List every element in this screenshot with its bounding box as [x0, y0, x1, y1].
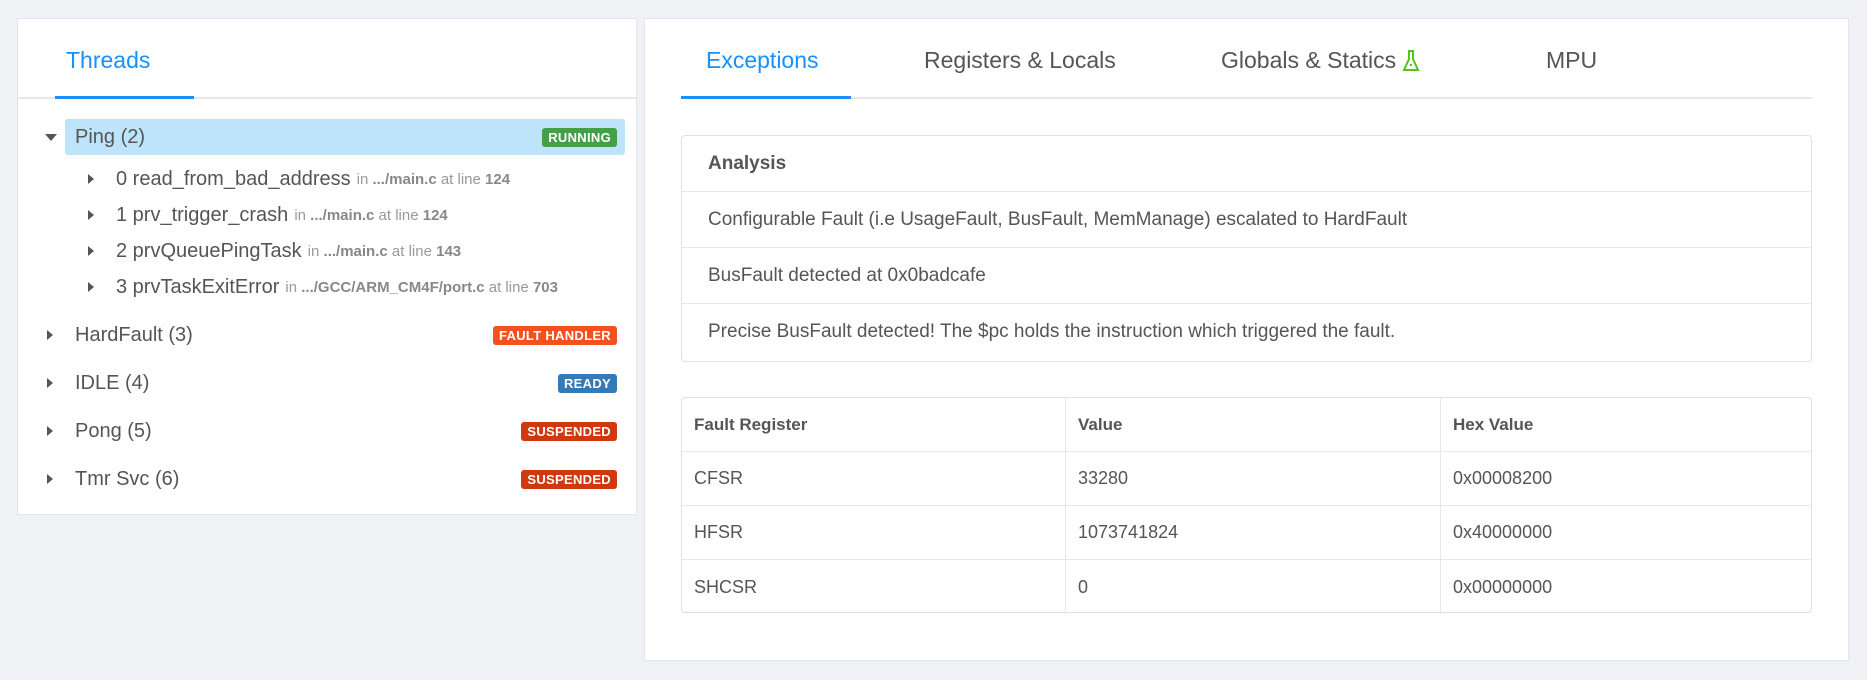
table-row: HFSR 1073741824 0x40000000: [682, 506, 1811, 560]
thread-row[interactable]: Tmr Svc (6) SUSPENDED: [47, 461, 625, 497]
frame-at: at line: [391, 242, 432, 260]
frame-line: 143: [436, 242, 462, 260]
frame-line: 703: [532, 278, 558, 296]
caret-right-icon[interactable]: [47, 474, 53, 484]
status-badge: READY: [557, 373, 617, 393]
thread-name: Tmr Svc (6): [75, 467, 180, 490]
analysis-title: Analysis: [682, 136, 1811, 192]
frame-location: in .../main.c at line 124: [294, 207, 447, 224]
fault-register-table: Fault Register Value Hex Value CFSR 33280…: [681, 397, 1812, 614]
caret-right-icon[interactable]: [88, 282, 94, 292]
threads-panel: Threads Ping (2) RUNNING 0 read_from_bad_a…: [17, 18, 637, 515]
thread-row[interactable]: IDLE (4) READY: [47, 365, 625, 401]
stack-frame[interactable]: 2 prvQueuePingTask in .../main.c at line …: [88, 233, 461, 269]
caret-down-icon[interactable]: [45, 134, 57, 141]
table-header: Fault Register Value Hex Value: [682, 398, 1811, 452]
analysis-item: BusFault detected at 0x0badcafe: [682, 248, 1811, 304]
frame-function: 1 prv_trigger_crash: [116, 203, 289, 226]
frame-in: in: [356, 170, 369, 188]
details-panel: Exceptions Registers & Locals Globals & …: [644, 18, 1849, 661]
frame-at: at line: [440, 170, 481, 188]
stack-frame[interactable]: 0 read_from_bad_address in .../main.c at …: [88, 161, 510, 197]
frame-file: .../main.c: [372, 170, 437, 188]
frame-at: at line: [488, 278, 529, 296]
tab-exceptions[interactable]: Exceptions: [706, 47, 819, 73]
frame-location: in .../main.c at line 124: [357, 171, 510, 188]
thread-row[interactable]: Ping (2) RUNNING: [45, 119, 625, 155]
tab-threads[interactable]: Threads: [66, 47, 151, 73]
thread-name: IDLE (4): [75, 371, 150, 394]
status-badge: RUNNING: [542, 127, 617, 147]
status-badge: FAULT HANDLER: [493, 325, 617, 345]
caret-right-icon[interactable]: [88, 210, 94, 220]
register-name: HFSR: [682, 506, 1066, 559]
frame-at: at line: [378, 206, 419, 224]
details-tabbar: Exceptions Registers & Locals Globals & …: [681, 19, 1812, 99]
register-value: 0: [1066, 560, 1441, 614]
frame-file: .../main.c: [323, 242, 388, 260]
thread-name: Pong (5): [75, 419, 152, 442]
thread-name: Ping (2): [75, 125, 146, 148]
frame-in: in: [294, 206, 306, 224]
register-hex: 0x00000000: [1453, 576, 1553, 597]
frame-location: in .../main.c at line 143: [308, 243, 461, 260]
header-fault-register: Fault Register: [682, 398, 1066, 451]
register-hex: 0x40000000: [1453, 522, 1553, 542]
tab-mpu[interactable]: MPU: [1546, 47, 1598, 73]
caret-right-icon[interactable]: [47, 330, 53, 340]
frame-function: 2 prvQueuePingTask: [116, 239, 302, 262]
tab-registers-locals[interactable]: Registers & Locals: [924, 47, 1116, 73]
frame-line: 124: [485, 170, 511, 188]
register-name: SHCSR: [682, 560, 1066, 614]
frame-function: 0 read_from_bad_address: [116, 167, 351, 190]
frame-file: .../main.c: [310, 206, 375, 224]
status-badge: SUSPENDED: [521, 469, 617, 489]
header-value: Value: [1066, 398, 1441, 451]
threads-tabbar: Threads: [18, 19, 636, 99]
thread-name: HardFault (3): [75, 323, 193, 346]
register-hex: 0x00008200: [1453, 468, 1553, 488]
register-value: 33280: [1066, 452, 1441, 505]
active-tab-indicator: [55, 96, 194, 99]
caret-right-icon[interactable]: [47, 378, 53, 388]
frame-location: in .../GCC/ARM_CM4F/port.c at line 703: [285, 279, 558, 296]
tab-globals-label: Globals & Statics: [1221, 47, 1397, 73]
caret-right-icon[interactable]: [88, 246, 94, 256]
register-value: 1073741824: [1066, 506, 1441, 559]
caret-right-icon[interactable]: [88, 174, 94, 184]
tab-globals-statics[interactable]: Globals & Statics: [1221, 47, 1420, 74]
thread-row[interactable]: Pong (5) SUSPENDED: [47, 413, 625, 449]
frame-in: in: [307, 242, 320, 260]
header-hex-value: Hex Value: [1453, 414, 1534, 434]
stack-frame[interactable]: 1 prv_trigger_crash in .../main.c at line…: [88, 197, 448, 233]
frame-in: in: [285, 278, 298, 296]
caret-right-icon[interactable]: [47, 426, 53, 436]
frame-file: .../GCC/ARM_CM4F/port.c: [301, 278, 485, 296]
status-badge: SUSPENDED: [521, 421, 617, 441]
analysis-card: Analysis Configurable Fault (i.e UsageFa…: [681, 135, 1812, 362]
frame-line: 124: [422, 206, 448, 224]
register-name: CFSR: [682, 452, 1066, 505]
analysis-item: Precise BusFault detected! The $pc holds…: [708, 321, 1396, 342]
table-row: CFSR 33280 0x00008200: [682, 452, 1811, 506]
analysis-item: Configurable Fault (i.e UsageFault, BusF…: [682, 192, 1811, 248]
thread-row[interactable]: HardFault (3) FAULT HANDLER: [47, 317, 625, 353]
flask-icon: [1402, 49, 1420, 71]
active-tab-indicator: [681, 96, 851, 99]
frame-function: 3 prvTaskExitError: [116, 275, 280, 298]
stack-frame[interactable]: 3 prvTaskExitError in .../GCC/ARM_CM4F/po…: [88, 269, 558, 305]
table-row: SHCSR 0 0x00000000: [682, 560, 1811, 614]
